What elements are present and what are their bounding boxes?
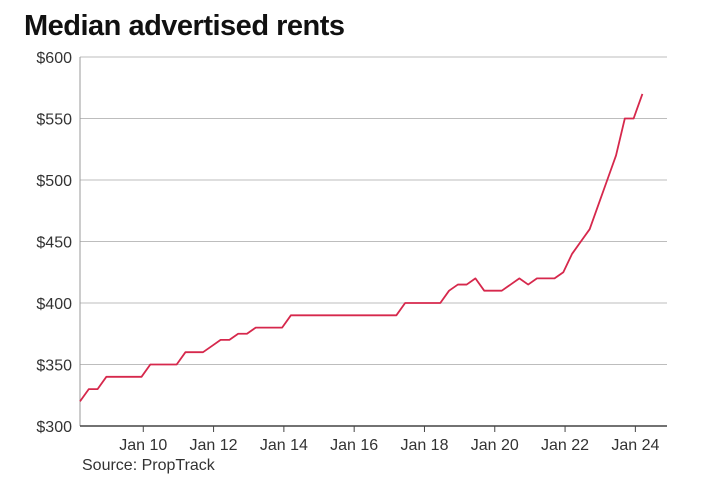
source-note: Source: PropTrack <box>82 457 215 474</box>
chart-title: Median advertised rents <box>24 10 345 42</box>
x-tick-label: Jan 18 <box>400 437 448 454</box>
x-tick-label: Jan 22 <box>541 437 589 454</box>
y-tick-label: $600 <box>36 50 72 67</box>
y-tick-label: $300 <box>36 419 72 436</box>
x-tick-label: Jan 24 <box>611 437 659 454</box>
x-tick-label: Jan 12 <box>190 437 238 454</box>
y-tick-label: $500 <box>36 173 72 190</box>
y-tick-label: $350 <box>36 358 72 375</box>
x-tick-label: Jan 10 <box>119 437 167 454</box>
grid-lines <box>80 56 667 365</box>
rent-series-line <box>79 93 644 402</box>
y-tick-label: $450 <box>36 235 72 252</box>
x-tick-label: Jan 20 <box>471 437 519 454</box>
y-axis-ticks: $300 $350 $400 $450 $500 $550 $600 <box>36 50 72 436</box>
y-tick-label: $400 <box>36 296 72 313</box>
x-tick-label: Jan 14 <box>260 437 308 454</box>
y-tick-label: $550 <box>36 112 72 129</box>
x-tick-label: Jan 16 <box>330 437 378 454</box>
x-axis-ticks: Jan 10 Jan 12 Jan 14 Jan 16 Jan 18 Jan 20 Jan … <box>119 426 659 454</box>
